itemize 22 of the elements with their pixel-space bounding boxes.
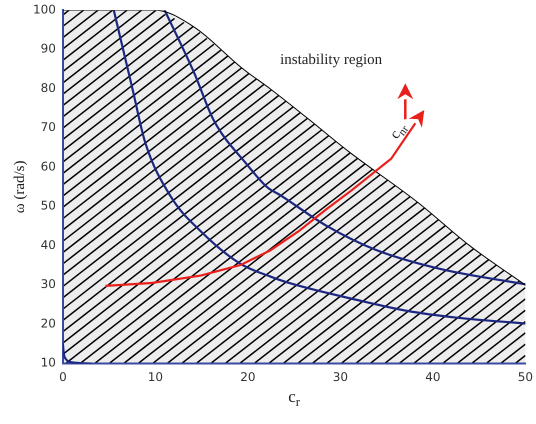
x-tick-label: 50 xyxy=(518,370,534,384)
x-tick-label: 20 xyxy=(240,370,256,384)
x-tick-label: 10 xyxy=(148,370,164,384)
y-tick-label: 70 xyxy=(40,120,56,134)
x-tick-label: 30 xyxy=(332,370,348,384)
line-series xyxy=(62,342,92,364)
y-axis-title: ω (rad/s) xyxy=(12,160,28,214)
annotation: instability region xyxy=(280,52,383,68)
x-tick-label: 40 xyxy=(425,370,441,384)
x-tick-label: 0 xyxy=(59,370,67,384)
y-tick-label: 10 xyxy=(40,356,56,370)
line-series xyxy=(112,10,526,325)
y-tick-label: 40 xyxy=(40,238,56,252)
annotation: cnr xyxy=(387,123,412,142)
y-tick-label: 60 xyxy=(40,159,56,174)
y-tick-label: 30 xyxy=(40,277,56,292)
y-tick-label: 100 xyxy=(33,2,56,16)
line-series xyxy=(164,10,526,286)
y-tick-label: 90 xyxy=(40,42,56,56)
y-tick-label: 20 xyxy=(40,316,56,330)
y-tick-label: 80 xyxy=(40,80,56,95)
y-tick-label: 50 xyxy=(40,198,56,213)
